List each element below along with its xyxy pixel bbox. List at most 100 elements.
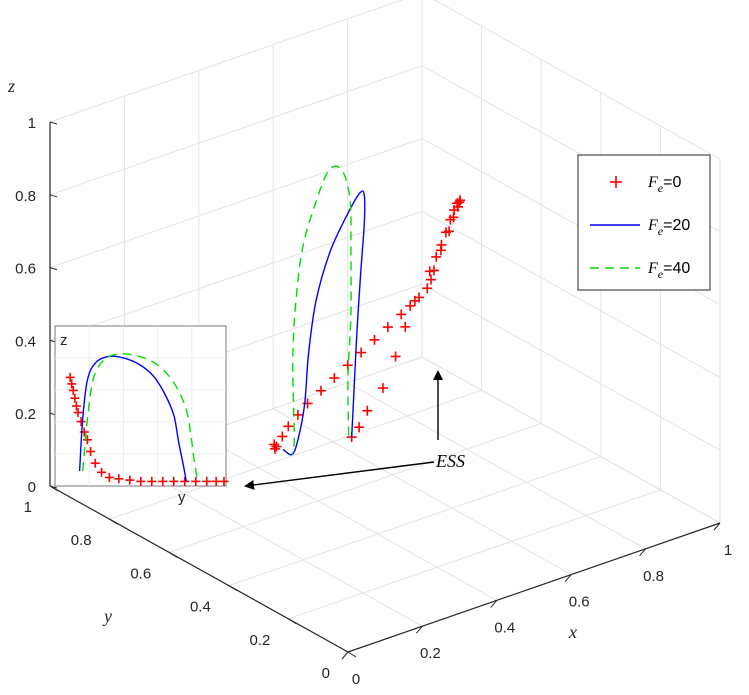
series-0-point: [362, 405, 373, 416]
series-0-point: [354, 422, 365, 433]
inset-series-0-point: [67, 379, 77, 389]
inset-series-2-line: [82, 353, 198, 479]
inset-series-0-point: [158, 476, 168, 486]
annotations: ESS: [244, 370, 465, 490]
legend-label-value: =0: [663, 174, 681, 191]
inset-series-0-point: [136, 476, 146, 486]
series-1-line: [282, 190, 366, 456]
tick-labels: 0 0.2 0.4 0.6 0.8 1 0 0.2 0.4 0.6 0.8 1 0 0.2 0.4 0.6 0.…: [15, 115, 732, 688]
y-tick-mark: [168, 551, 178, 558]
inset-series-0-point: [68, 385, 78, 395]
wall-y-gridline-z: [49, 0, 404, 123]
x-tick-mark: [490, 600, 498, 608]
y-tick-label: 1: [24, 499, 32, 516]
y-tick-mark: [109, 518, 118, 525]
legend-label-value: =40: [663, 260, 690, 277]
inset-series-0-point: [86, 447, 96, 456]
series-0-point: [422, 283, 433, 294]
x-tick-label: 0.2: [420, 645, 441, 662]
z-tick-mark: [49, 121, 58, 125]
axis-labels: x y z: [7, 76, 577, 642]
x-axis-line: [347, 522, 721, 653]
floor-gridline-x: [421, 356, 721, 524]
z-tick-mark: [49, 485, 58, 489]
x-tick-label: 1: [724, 542, 732, 559]
series-group: [269, 165, 466, 456]
floor-gridline-y: [169, 422, 542, 553]
series-0-markers: [269, 195, 466, 454]
inset-z-label: z: [60, 332, 68, 349]
legend-label-symbol: F: [647, 260, 658, 277]
x-tick-label: 0.6: [569, 594, 590, 611]
series-0-point: [452, 198, 463, 209]
floor-gridline-x: [347, 382, 646, 550]
legend-marker: [610, 176, 622, 188]
y-tick-label: 0: [322, 665, 330, 682]
axes-box: [49, 121, 721, 660]
series-0-point: [449, 205, 460, 216]
inset-series-0-point: [65, 372, 75, 382]
series-0-point: [283, 421, 294, 432]
series-0-point: [400, 321, 411, 332]
annotation-arrow-to-inset: [244, 461, 435, 490]
x-tick-label: 0.4: [494, 619, 515, 636]
inset-series-0-point: [71, 401, 81, 411]
series-0-point: [405, 300, 416, 311]
z-tick-mark: [49, 267, 58, 271]
y-tick-mark: [288, 618, 297, 625]
series-0-point: [428, 265, 439, 276]
y-tick-label: 0.6: [130, 565, 151, 582]
series-0-point: [396, 309, 407, 320]
inset-series-0-point: [219, 476, 229, 486]
legend-label-subscript: e: [658, 181, 664, 195]
wall-y-gridline-z: [49, 210, 423, 341]
x-axis-label: x: [568, 622, 577, 642]
legend-label: Fe=40: [647, 260, 690, 281]
inset-series-0-point: [125, 475, 135, 485]
series-0-point: [440, 227, 451, 238]
y-tick-label: 0.8: [71, 532, 92, 549]
z-axis-label: z: [7, 76, 15, 96]
series-0-point: [369, 334, 380, 345]
legend-label-subscript: e: [658, 224, 664, 238]
z-tick-label: 0.4: [15, 333, 36, 350]
z-tick-label: 1: [28, 115, 36, 132]
y-axis-label: y: [102, 606, 112, 626]
legend-label-subscript: e: [658, 267, 664, 281]
series-0-point: [390, 351, 401, 362]
series-0-point: [425, 274, 436, 285]
z-tick-label: 0.8: [15, 188, 36, 205]
legend-label: Fe=0: [647, 174, 681, 195]
inset-series-0-point: [76, 417, 86, 427]
x-tick-mark: [713, 522, 721, 531]
x-tick-label: 0: [352, 671, 360, 688]
series-0-point: [382, 322, 393, 333]
wall-y-gridline-z: [49, 65, 423, 196]
z-tick-label: 0.6: [15, 261, 36, 278]
z-tick-label: 0.2: [15, 406, 36, 423]
legend-item: Fe=0: [610, 174, 681, 195]
wall-x-gridline-z: [421, 283, 721, 451]
ess-annotation-label: ESS: [435, 451, 465, 471]
inset-series-0-point: [97, 467, 107, 477]
inset-series-0-point: [104, 473, 114, 482]
wall-x-gridline-z: [421, 210, 721, 378]
series-0-point: [377, 383, 388, 394]
floor-gridline-x: [198, 433, 498, 601]
inset-series-0-point: [82, 435, 92, 445]
x-tick-mark: [341, 651, 349, 660]
legend-label-symbol: F: [647, 174, 658, 191]
x-tick-mark: [564, 574, 572, 582]
legend-label-value: =20: [663, 217, 690, 234]
inset-series-0-point: [114, 474, 124, 484]
wall-y-gridline-z: [49, 138, 423, 269]
inset-series-1-line: [78, 355, 187, 482]
inset-series-0-point: [147, 476, 157, 486]
legend-label: Fe=20: [647, 217, 690, 238]
x-tick-mark: [639, 548, 646, 557]
series-0-point: [277, 431, 288, 442]
series-0-point: [431, 251, 442, 262]
series-0-point: [292, 409, 303, 420]
